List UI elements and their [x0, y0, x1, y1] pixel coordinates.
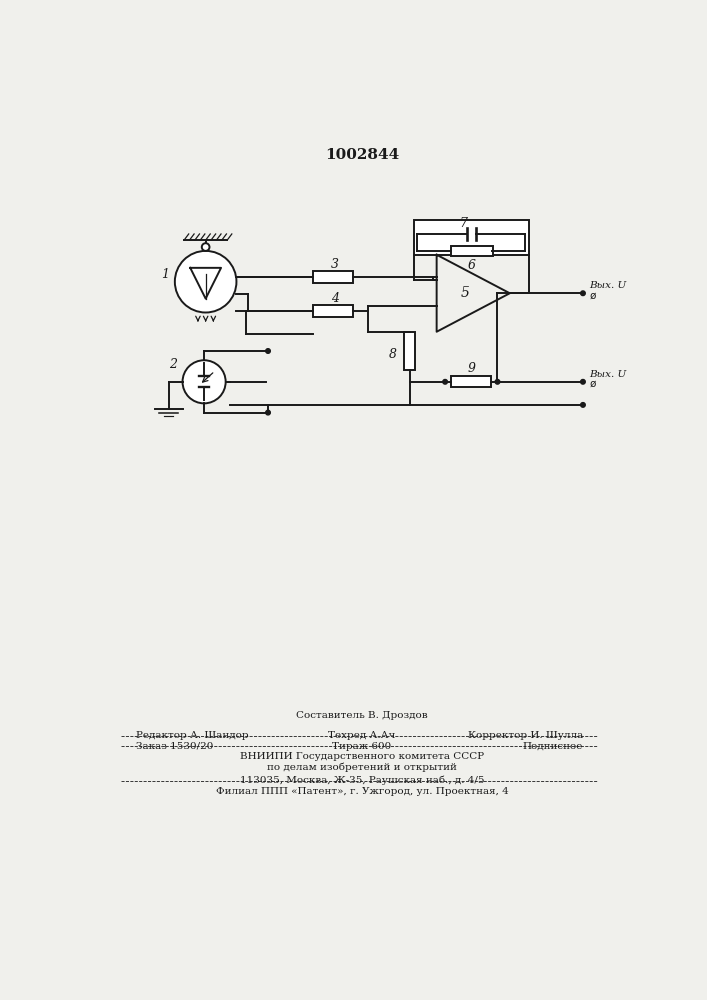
Bar [414, 220, 529, 255]
Text: 113035, Москва, Ж-35, Раушская наб., д. 4/5: 113035, Москва, Ж-35, Раушская наб., д. … [240, 776, 484, 785]
Text: Вых. U: Вых. U [589, 370, 626, 379]
Bar [312, 271, 353, 283]
Circle shape [580, 403, 585, 407]
Circle shape [580, 291, 585, 296]
Circle shape [266, 349, 270, 353]
Circle shape [266, 410, 270, 415]
Circle shape [443, 379, 448, 384]
Text: Подписное: Подписное [522, 742, 583, 751]
Text: по делам изобретений и открытий: по делам изобретений и открытий [267, 762, 457, 772]
Text: ø: ø [589, 291, 595, 301]
Text: 4: 4 [331, 292, 339, 305]
Circle shape [580, 379, 585, 384]
Circle shape [175, 251, 236, 312]
Text: 2: 2 [169, 358, 177, 371]
Text: 5: 5 [461, 286, 469, 300]
Bar [404, 332, 415, 370]
Text: ВНИИПИ Государственного комитета СССР: ВНИИПИ Государственного комитета СССР [240, 752, 484, 761]
Text: 8: 8 [389, 348, 397, 361]
Circle shape [182, 360, 226, 403]
Text: ø: ø [589, 379, 595, 389]
Text: Составитель В. Дроздов: Составитель В. Дроздов [296, 711, 428, 720]
Text: 1: 1 [162, 267, 170, 280]
Circle shape [201, 243, 209, 251]
Text: Техред А.Ач: Техред А.Ач [328, 732, 396, 740]
Text: Редактор А. Шандор: Редактор А. Шандор [136, 732, 249, 740]
Text: Филиал ППП «Патент», г. Ужгород, ул. Проектная, 4: Филиал ППП «Патент», г. Ужгород, ул. Про… [216, 787, 508, 796]
Text: 1002844: 1002844 [325, 148, 399, 162]
Text: 9: 9 [467, 362, 475, 375]
Text: Тираж 600: Тираж 600 [332, 742, 392, 751]
Text: Вых. U: Вых. U [589, 281, 626, 290]
Bar [451, 376, 491, 387]
Text: 7: 7 [460, 217, 467, 230]
Text: 3: 3 [331, 258, 339, 271]
Text: Заказ 1530/20: Заказ 1530/20 [136, 742, 214, 751]
Text: 6: 6 [467, 259, 475, 272]
Bar [312, 305, 353, 317]
Text: Корректор И. Шулла: Корректор И. Шулла [468, 732, 583, 740]
Circle shape [495, 379, 500, 384]
Bar [450, 246, 493, 256]
